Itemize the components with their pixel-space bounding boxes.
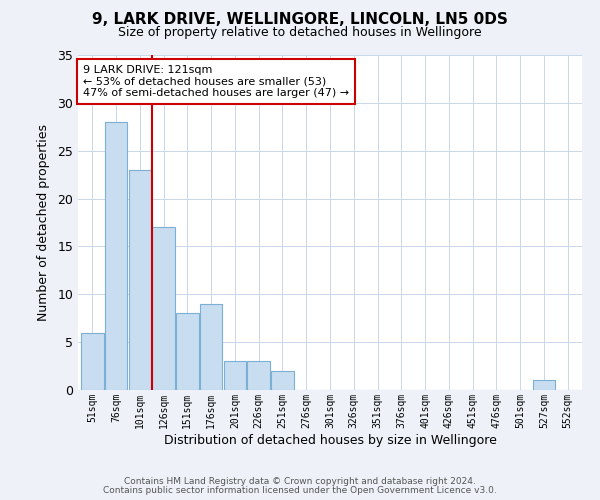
Bar (81, 332, 104, 390)
Text: 9, LARK DRIVE, WELLINGORE, LINCOLN, LN5 0DS: 9, LARK DRIVE, WELLINGORE, LINCOLN, LN5 … (92, 12, 508, 28)
Bar (128, 170, 151, 390)
Bar (176, 314, 199, 390)
Text: Size of property relative to detached houses in Wellingore: Size of property relative to detached ho… (118, 26, 482, 39)
Bar (105, 122, 127, 390)
Text: Contains HM Land Registry data © Crown copyright and database right 2024.: Contains HM Land Registry data © Crown c… (124, 477, 476, 486)
Text: Contains public sector information licensed under the Open Government Licence v3: Contains public sector information licen… (103, 486, 497, 495)
Bar (247, 362, 270, 390)
Y-axis label: Number of detached properties: Number of detached properties (37, 124, 50, 321)
Text: 9 LARK DRIVE: 121sqm
← 53% of detached houses are smaller (53)
47% of semi-detac: 9 LARK DRIVE: 121sqm ← 53% of detached h… (83, 65, 349, 98)
Bar (224, 362, 246, 390)
X-axis label: Distribution of detached houses by size in Wellingore: Distribution of detached houses by size … (164, 434, 496, 446)
Bar (200, 304, 223, 390)
Bar (152, 228, 175, 390)
Bar (271, 371, 294, 390)
Bar (533, 380, 555, 390)
